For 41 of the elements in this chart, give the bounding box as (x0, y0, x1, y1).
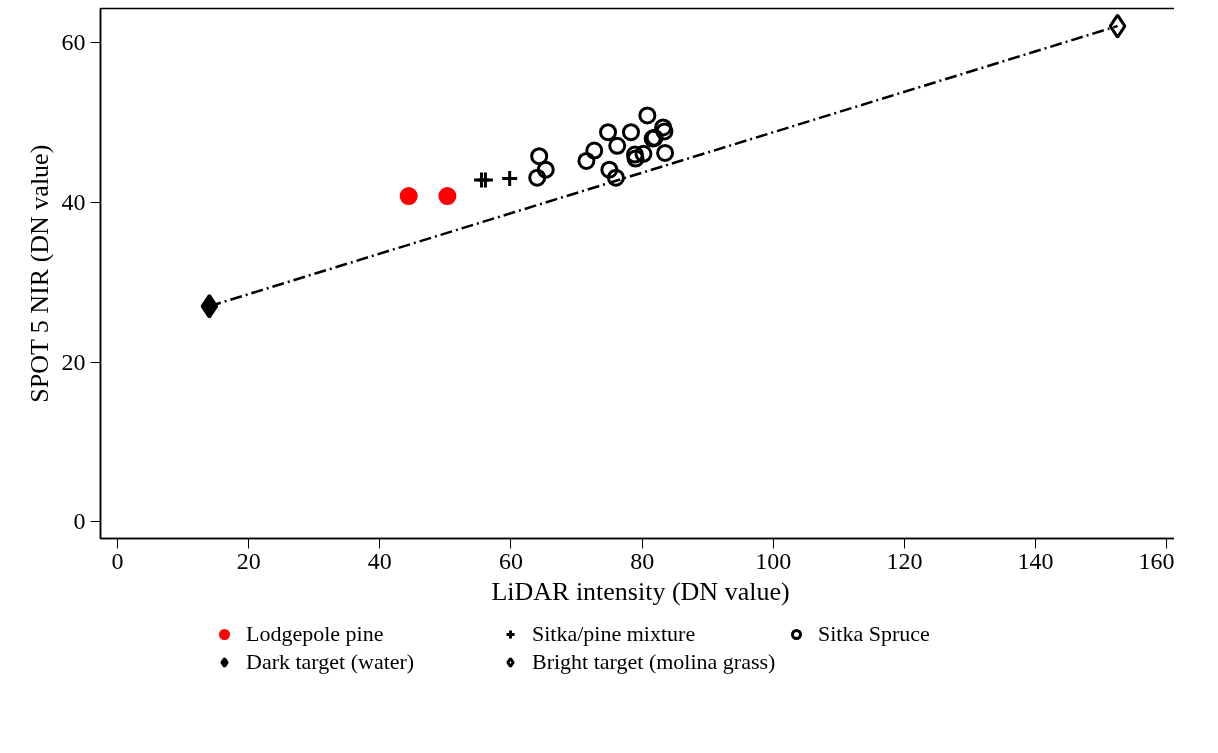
point (656, 143, 675, 162)
x-tick-label: 60 (498, 547, 523, 574)
point (585, 141, 604, 160)
x-tick-label: 120 (886, 547, 923, 574)
legend-label: Lodgepole pine (246, 621, 385, 647)
x-tick-label: 140 (1017, 547, 1054, 574)
point (626, 149, 645, 168)
point (655, 122, 674, 141)
point (621, 123, 640, 142)
legend-label: Sitka Spruce (818, 621, 931, 647)
point (1108, 13, 1127, 39)
point (399, 187, 418, 206)
point (600, 160, 619, 179)
x-tick-label: 160 (1138, 547, 1175, 574)
point (200, 293, 219, 319)
point (530, 147, 549, 166)
x-tick-label: 0 (111, 547, 124, 574)
y-axis-title: SPOT 5 NIR (DN value) (24, 144, 54, 403)
point (606, 168, 625, 187)
x-tick-label: 40 (367, 547, 392, 574)
point (654, 118, 673, 137)
y-tick-label: 20 (61, 348, 86, 375)
point (638, 106, 657, 125)
y-tick-label: 40 (61, 188, 86, 215)
y-tick-label: 60 (61, 29, 86, 56)
x-axis-title: LiDAR intensity (DN value) (491, 576, 790, 606)
x-tick-label: 100 (755, 547, 792, 574)
point (528, 168, 547, 187)
point (599, 123, 618, 142)
point (625, 145, 644, 164)
legend-label: Dark target (water) (246, 649, 416, 675)
point (577, 151, 596, 170)
x-tick-label: 80 (630, 547, 655, 574)
y-tick-label: 0 (73, 508, 86, 535)
point (608, 136, 627, 155)
point (438, 187, 457, 206)
x-tick-label: 20 (236, 547, 261, 574)
point (536, 160, 555, 179)
legend-label: Sitka/pine mixture (532, 621, 697, 647)
legend-label: Bright target (molina grass) (532, 649, 777, 675)
point (634, 144, 653, 163)
